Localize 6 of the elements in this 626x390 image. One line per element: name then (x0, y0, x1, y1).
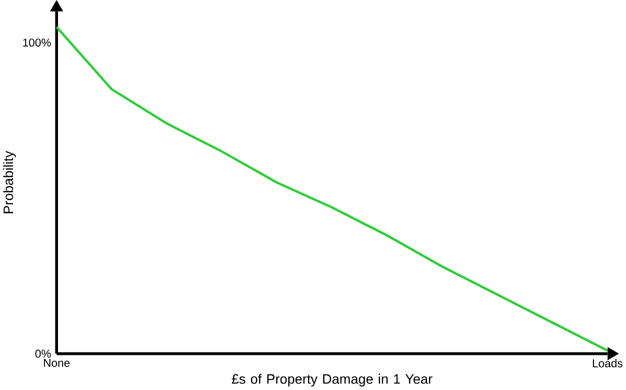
x-tick-label: Loads (592, 359, 622, 368)
x-tick-label: None (44, 359, 70, 368)
y-tick-label: 100% (23, 38, 51, 47)
y-tick-label: 0% (35, 350, 51, 358)
y-axis-title: Probability (3, 151, 16, 214)
x-axis-title: £s of Property Damage in 1 Year (232, 374, 432, 387)
